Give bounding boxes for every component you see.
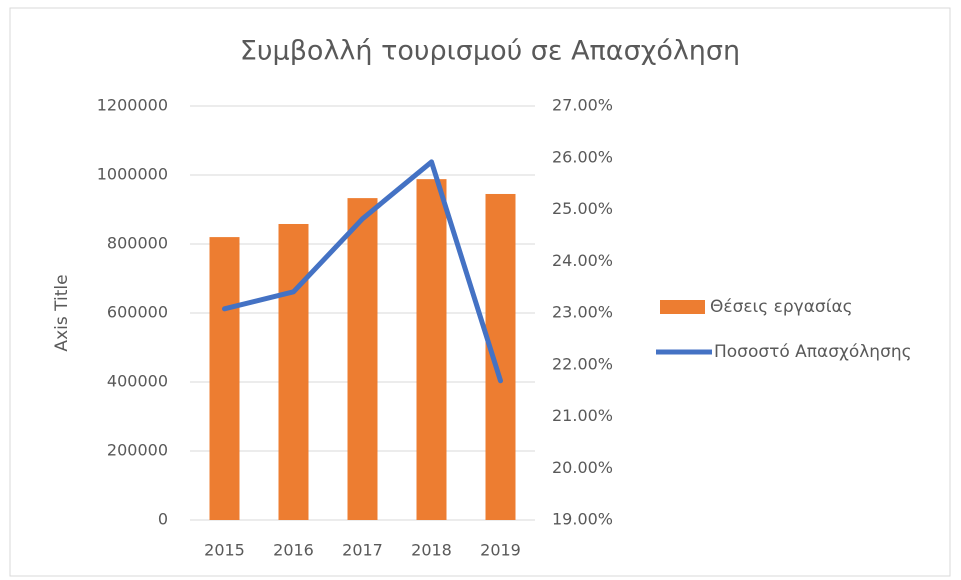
line xyxy=(222,159,503,384)
y-tick-label: 1200000 xyxy=(97,96,168,115)
bar xyxy=(209,237,240,520)
chart-frame xyxy=(9,7,951,577)
x-tick-label: 2015 xyxy=(204,541,245,560)
bar xyxy=(347,198,378,521)
x-tick-label: 2019 xyxy=(480,541,521,560)
y-tick-label: 1000000 xyxy=(97,165,168,184)
x-tick-label: 2017 xyxy=(342,541,383,560)
y-tick-label: 0 xyxy=(158,510,168,529)
y2-tick-label: 21.00% xyxy=(552,406,613,425)
y2-tick-label: 26.00% xyxy=(552,147,613,166)
y2-tick-label: 27.00% xyxy=(552,96,613,115)
y-tick-label: 400000 xyxy=(107,372,168,391)
bar xyxy=(278,223,309,521)
y-axis-title: Axis Title xyxy=(52,274,72,351)
y2-tick-label: 19.00% xyxy=(552,510,613,529)
y2-tick-label: 25.00% xyxy=(552,199,613,218)
bar xyxy=(416,179,447,520)
legend-label: Θέσεις εργασίας xyxy=(710,297,853,317)
y-tick-label: 600000 xyxy=(107,303,168,322)
y-tick-label: 800000 xyxy=(107,234,168,253)
y2-tick-label: 20.00% xyxy=(552,458,613,477)
y2-tick-label: 24.00% xyxy=(552,251,613,270)
y2-tick-label: 22.00% xyxy=(552,354,613,373)
x-tick-label: 2016 xyxy=(273,541,314,560)
legend-swatch xyxy=(660,300,705,314)
x-tick-label: 2018 xyxy=(411,541,452,560)
y-tick-label: 200000 xyxy=(107,441,168,460)
y2-tick-label: 23.00% xyxy=(552,303,613,322)
chart-title: Συμβολλή τουρισμού σε Απασχόληση xyxy=(240,36,740,67)
bar xyxy=(485,193,516,520)
legend-label: Ποσοστό Απασχόλησης xyxy=(714,342,912,362)
